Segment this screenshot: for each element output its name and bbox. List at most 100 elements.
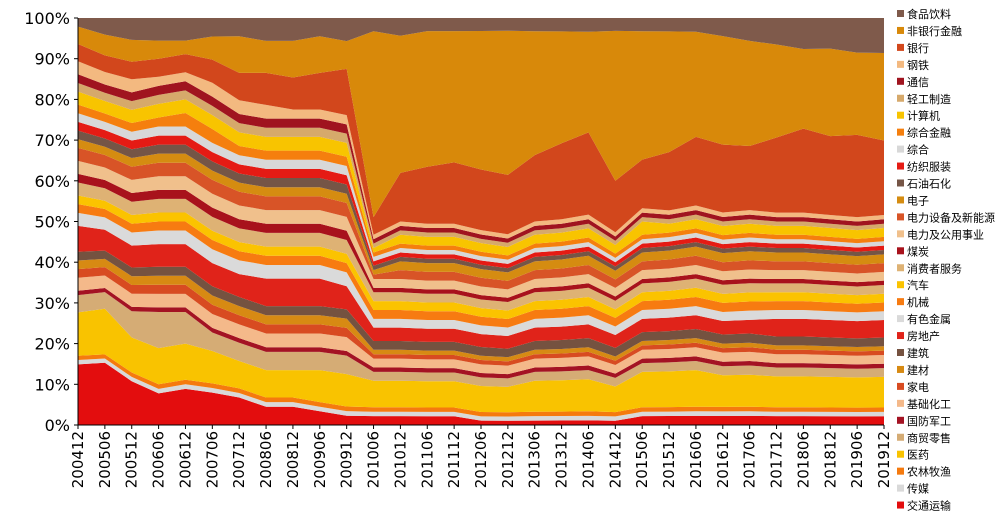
x-tick-label: 201412 bbox=[606, 431, 624, 488]
x-tick-label: 201406 bbox=[579, 431, 597, 488]
y-tick-label: 60% bbox=[34, 172, 70, 191]
legend-label: 纺织服装 bbox=[907, 160, 951, 174]
legend-swatch bbox=[897, 111, 904, 119]
area-series-6 bbox=[78, 82, 884, 249]
area-series-23 bbox=[78, 267, 884, 366]
legend-swatch bbox=[897, 230, 904, 238]
x-tick-label: 201712 bbox=[768, 431, 786, 488]
area-series-30 bbox=[78, 362, 884, 425]
area-series-9 bbox=[78, 113, 884, 264]
y-tick-label: 90% bbox=[34, 50, 70, 69]
x-tick-label: 201006 bbox=[365, 431, 383, 488]
legend-swatch bbox=[897, 450, 904, 458]
x-tick-label: 201906 bbox=[848, 431, 866, 488]
x-tick-label: 201312 bbox=[553, 431, 571, 488]
legend-swatch bbox=[897, 365, 904, 373]
legend: 食品饮料非银行金融银行钢铁通信轻工制造计算机综合金融综合纺织服装石油石化电子电力… bbox=[897, 7, 995, 513]
area-series-21 bbox=[78, 250, 884, 358]
area-series-24 bbox=[78, 275, 884, 375]
legend-swatch bbox=[897, 145, 904, 153]
area-series-26 bbox=[78, 292, 884, 387]
x-tick-label: 201512 bbox=[660, 431, 678, 488]
legend-swatch bbox=[897, 26, 904, 34]
legend-label: 传媒 bbox=[907, 483, 929, 496]
x-tick-label: 201912 bbox=[875, 431, 893, 488]
x-tick-label: 200706 bbox=[203, 431, 221, 488]
legend-swatch bbox=[897, 382, 904, 390]
y-tick-label: 30% bbox=[34, 294, 70, 313]
legend-label: 医药 bbox=[907, 449, 929, 462]
x-tick-label: 201106 bbox=[418, 431, 436, 488]
legend-label: 综合 bbox=[907, 143, 929, 157]
legend-label: 建筑 bbox=[907, 346, 929, 360]
legend-swatch bbox=[897, 298, 904, 306]
x-tick-label: 200506 bbox=[96, 431, 114, 488]
area-series-10 bbox=[78, 121, 884, 269]
y-tick-label: 50% bbox=[34, 213, 70, 232]
legend-label: 基础化工 bbox=[907, 397, 951, 411]
area-series-3 bbox=[78, 43, 884, 235]
x-tick-label: 200806 bbox=[257, 431, 275, 488]
area-series-27 bbox=[78, 308, 884, 413]
x-tick-label: 201112 bbox=[445, 431, 463, 488]
x-tick-label: 200712 bbox=[230, 431, 248, 488]
legend-swatch bbox=[897, 484, 904, 492]
legend-label: 通信 bbox=[907, 76, 929, 89]
area-series-20 bbox=[78, 225, 884, 349]
x-tick-label: 200512 bbox=[123, 431, 141, 488]
series-areas bbox=[78, 18, 884, 425]
legend-swatch bbox=[897, 94, 904, 102]
x-tick-label: 200412 bbox=[69, 431, 87, 488]
legend-swatch bbox=[897, 349, 904, 356]
area-series-28 bbox=[78, 354, 884, 417]
legend-swatch bbox=[897, 128, 904, 136]
area-series-4 bbox=[78, 61, 884, 240]
y-tick-label: 20% bbox=[34, 335, 70, 354]
y-tick-label: 100% bbox=[24, 9, 70, 28]
legend-label: 交通运输 bbox=[907, 499, 951, 513]
legend-swatch bbox=[897, 433, 904, 441]
x-axis-ticks: 200412 200506 200512 200606 200612 200706 2007… bbox=[69, 425, 893, 488]
legend-swatch bbox=[897, 281, 904, 289]
legend-swatch bbox=[897, 501, 904, 509]
legend-swatch bbox=[897, 10, 904, 17]
legend-swatch bbox=[897, 213, 904, 221]
legend-swatch bbox=[897, 416, 904, 424]
area-series-11 bbox=[78, 130, 884, 273]
legend-swatch bbox=[897, 315, 904, 323]
legend-label: 电子 bbox=[907, 194, 929, 207]
legend-label: 汽车 bbox=[907, 278, 929, 292]
legend-label: 消费者服务 bbox=[907, 261, 962, 275]
x-tick-label: 201606 bbox=[687, 431, 705, 488]
x-tick-label: 200912 bbox=[338, 431, 356, 488]
legend-swatch bbox=[897, 332, 904, 340]
legend-label: 建材 bbox=[907, 363, 929, 377]
legend-label: 有色金属 bbox=[907, 312, 951, 326]
x-tick-label: 201706 bbox=[741, 431, 759, 488]
legend-label: 煤炭 bbox=[907, 245, 929, 258]
legend-label: 国防军工 bbox=[907, 414, 951, 428]
legend-swatch bbox=[897, 60, 904, 68]
area-series-7 bbox=[78, 91, 884, 256]
legend-swatch bbox=[897, 264, 904, 272]
x-tick-label: 201012 bbox=[391, 431, 409, 488]
legend-swatch bbox=[897, 162, 904, 170]
x-tick-label: 201206 bbox=[472, 431, 490, 488]
x-tick-label: 201812 bbox=[821, 431, 839, 488]
area-series-29 bbox=[78, 358, 884, 421]
area-series-22 bbox=[78, 258, 884, 362]
y-tick-label: 70% bbox=[34, 131, 70, 150]
y-tick-label: 80% bbox=[34, 90, 70, 109]
legend-swatch bbox=[897, 43, 904, 51]
legend-label: 食品饮料 bbox=[907, 7, 951, 21]
legend-swatch bbox=[897, 179, 904, 187]
legend-label: 商贸零售 bbox=[907, 431, 951, 445]
legend-label: 钢铁 bbox=[907, 59, 929, 72]
legend-label: 机械 bbox=[907, 295, 929, 309]
legend-label: 银行 bbox=[907, 41, 929, 55]
legend-swatch bbox=[897, 247, 904, 255]
y-axis-ticks: 0% 10% 20% 30% 40% 50% 60% 70% 80% 90% 100% bbox=[24, 9, 78, 435]
y-tick-label: 40% bbox=[34, 253, 70, 272]
area-series-1 bbox=[78, 18, 884, 54]
